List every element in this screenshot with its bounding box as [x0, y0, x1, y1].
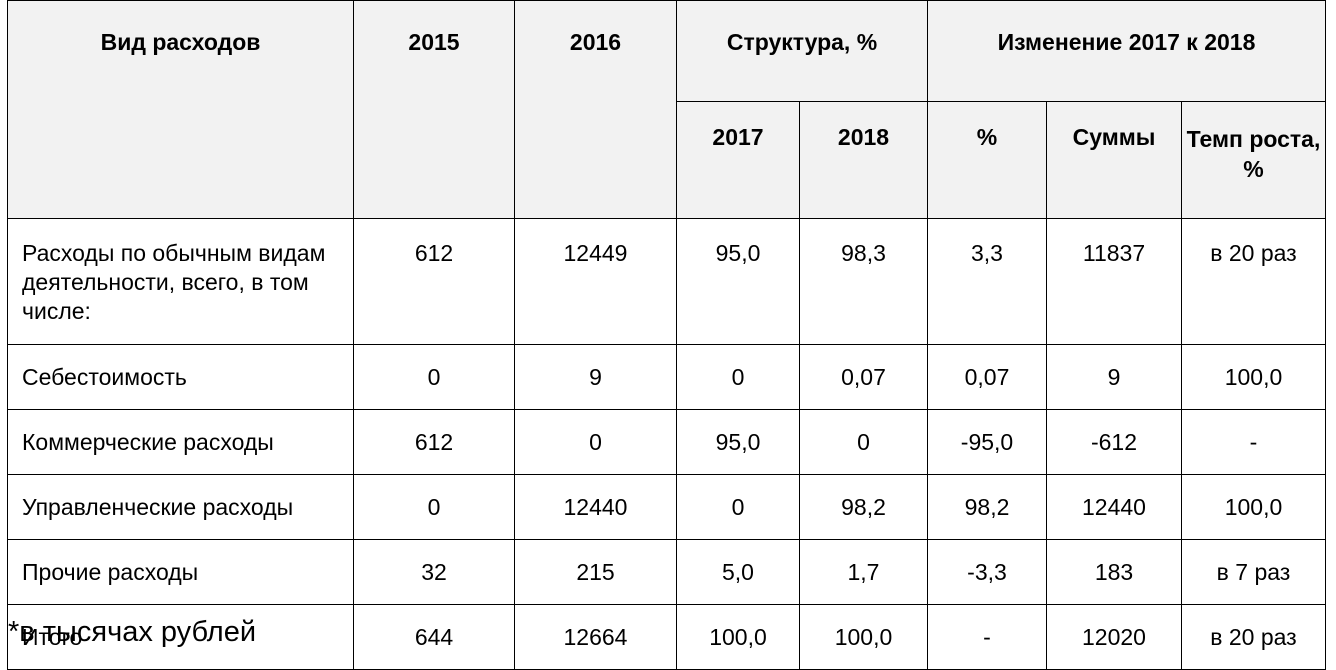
- expenses-table: Вид расходов 2015 2016 Структура, % Изме…: [7, 0, 1326, 670]
- row-name: Себестоимость: [7, 344, 354, 410]
- cell-structure-2018: 98,2: [799, 474, 928, 540]
- header-growth-rate: Темп роста, %: [1181, 101, 1326, 219]
- cell-structure-2018: 0: [799, 409, 928, 475]
- cell-2015: 0: [353, 344, 515, 410]
- cell-structure-2018: 98,3: [799, 218, 928, 345]
- header-row-2: 2017 2018 % Суммы Темп роста, %: [8, 101, 1326, 219]
- cell-structure-2017: 5,0: [676, 539, 800, 605]
- cell-2015: 32: [353, 539, 515, 605]
- cell-2015: 644: [353, 604, 515, 670]
- cell-structure-2017: 95,0: [676, 409, 800, 475]
- cell-growth-rate: -: [1181, 409, 1326, 475]
- cell-change-sum: 12020: [1046, 604, 1182, 670]
- cell-change-sum: 12440: [1046, 474, 1182, 540]
- cell-growth-rate: в 20 раз: [1181, 604, 1326, 670]
- header-2016: 2016: [514, 0, 677, 219]
- cell-2015: 612: [353, 218, 515, 345]
- cell-growth-rate: в 7 раз: [1181, 539, 1326, 605]
- table-row: Коммерческие расходы 612 0 95,0 0 -95,0 …: [7, 409, 1326, 475]
- header-row-1: Вид расходов 2015 2016 Структура, % Изме…: [7, 0, 1326, 219]
- cell-growth-rate: 100,0: [1181, 474, 1326, 540]
- cell-2016: 12449: [514, 218, 677, 345]
- cell-structure-2017: 95,0: [676, 218, 800, 345]
- cell-2016: 12440: [514, 474, 677, 540]
- cell-change-percent: -95,0: [927, 409, 1047, 475]
- row-name: Прочие расходы: [7, 539, 354, 605]
- header-structure-2017: 2017: [676, 101, 800, 219]
- table-row: Расходы по обычным видам деятельности, в…: [7, 218, 1326, 345]
- cell-change-percent: 98,2: [927, 474, 1047, 540]
- cell-2015: 612: [353, 409, 515, 475]
- row-name: Управленческие расходы: [7, 474, 354, 540]
- header-structure-2018: 2018: [799, 101, 928, 219]
- header-change: Изменение 2017 к 2018: [927, 0, 1326, 102]
- cell-change-sum: 9: [1046, 344, 1182, 410]
- cell-structure-2018: 100,0: [799, 604, 928, 670]
- cell-structure-2018: 0,07: [799, 344, 928, 410]
- cell-growth-rate: в 20 раз: [1181, 218, 1326, 345]
- table-row: Себестоимость 0 9 0 0,07 0,07 9 100,0: [7, 344, 1326, 410]
- cell-structure-2018: 1,7: [799, 539, 928, 605]
- cell-2016: 215: [514, 539, 677, 605]
- header-2015: 2015: [353, 0, 515, 219]
- cell-change-percent: -3,3: [927, 539, 1047, 605]
- header-structure: Структура, %: [676, 0, 928, 102]
- row-name: Коммерческие расходы: [7, 409, 354, 475]
- cell-change-sum: 183: [1046, 539, 1182, 605]
- header-change-percent: %: [927, 101, 1047, 219]
- footnote: *в тысячах рублей: [8, 616, 257, 648]
- cell-change-sum: 11837: [1046, 218, 1182, 345]
- row-name: Расходы по обычным видам деятельности, в…: [7, 218, 354, 345]
- cell-change-percent: -: [927, 604, 1047, 670]
- cell-2016: 12664: [514, 604, 677, 670]
- cell-growth-rate: 100,0: [1181, 344, 1326, 410]
- cell-change-percent: 3,3: [927, 218, 1047, 345]
- cell-2016: 0: [514, 409, 677, 475]
- cell-2015: 0: [353, 474, 515, 540]
- header-expense-type: Вид расходов: [7, 0, 354, 219]
- cell-structure-2017: 0: [676, 474, 800, 540]
- cell-structure-2017: 0: [676, 344, 800, 410]
- cell-structure-2017: 100,0: [676, 604, 800, 670]
- cell-change-percent: 0,07: [927, 344, 1047, 410]
- table-row: Прочие расходы 32 215 5,0 1,7 -3,3 183 в…: [7, 539, 1326, 605]
- cell-2016: 9: [514, 344, 677, 410]
- cell-change-sum: -612: [1046, 409, 1182, 475]
- table-row: Управленческие расходы 0 12440 0 98,2 98…: [7, 474, 1326, 540]
- header-change-sum: Суммы: [1046, 101, 1182, 219]
